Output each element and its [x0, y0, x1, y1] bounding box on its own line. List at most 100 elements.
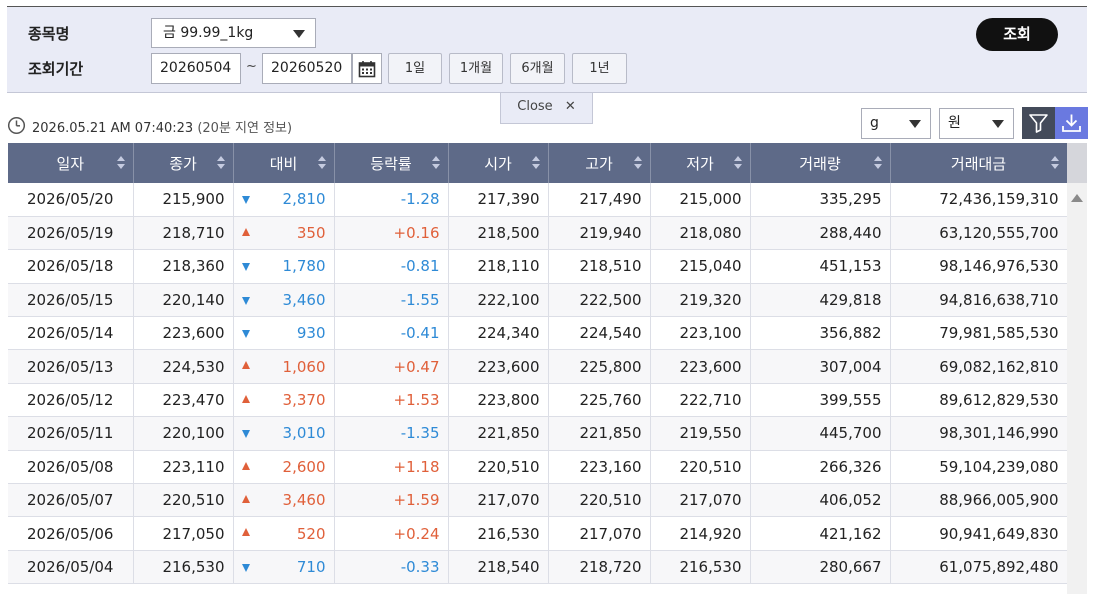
table-row[interactable]: 2026/05/13 224,530 1,060 +0.47 223,600 225,80… — [8, 349, 1068, 384]
filter-button[interactable] — [1022, 107, 1055, 139]
cell-volume: 406,052 — [750, 483, 891, 518]
close-panel-button[interactable]: Close ✕ — [500, 93, 593, 124]
cell-high: 221,850 — [548, 416, 651, 451]
column-header-change[interactable]: 대비 — [233, 143, 335, 183]
cell-open: 217,070 — [448, 483, 549, 518]
cell-amount: 61,075,892,480 — [890, 550, 1068, 585]
cell-change: 3,370 — [233, 383, 335, 418]
column-header-rate[interactable]: 등락률 — [334, 143, 449, 183]
cell-amount: 59,104,239,080 — [890, 450, 1068, 485]
sort-icon — [431, 156, 440, 170]
cell-amount: 89,612,829,530 — [890, 383, 1068, 418]
cell-open: 224,340 — [448, 316, 549, 351]
cell-rate: -1.55 — [334, 283, 449, 318]
down-triangle-icon — [241, 196, 250, 204]
cell-rate: +1.59 — [334, 483, 449, 518]
download-button[interactable] — [1055, 107, 1088, 139]
down-triangle-icon — [241, 430, 250, 439]
sort-icon — [1050, 156, 1059, 170]
cell-open: 218,110 — [448, 249, 549, 284]
cell-close: 223,470 — [133, 383, 234, 418]
table-row[interactable]: 2026/05/11 220,100 3,010 -1.35 221,850 221,85… — [8, 416, 1068, 451]
cell-rate: +0.24 — [334, 516, 449, 551]
delay-note: (20분 지연 정보) — [197, 121, 293, 136]
table-row[interactable]: 2026/05/14 223,600 930 -0.41 224,340 224,540 2… — [8, 316, 1068, 351]
cell-change: 930 — [233, 316, 335, 351]
column-header-close[interactable]: 종가 — [133, 143, 234, 183]
table-row[interactable]: 2026/05/07 220,510 3,460 +1.59 217,070 220,51… — [8, 483, 1068, 518]
cell-volume: 399,555 — [750, 383, 891, 418]
cell-close: 218,360 — [133, 249, 234, 284]
cell-low: 215,000 — [650, 183, 751, 217]
period-6m-button[interactable]: 6개월 — [510, 53, 565, 84]
column-header-high[interactable]: 고가 — [548, 143, 651, 183]
currency-unit-value: 원 — [948, 115, 961, 131]
column-header-volume[interactable]: 거래량 — [750, 143, 891, 183]
cell-change: 3,460 — [233, 483, 335, 518]
period-1y-button[interactable]: 1년 — [572, 53, 627, 84]
cell-change: 710 — [233, 550, 335, 585]
cell-rate: +1.53 — [334, 383, 449, 418]
search-panel: 종목명 조회기간 금 99.99_1kg 20260504 ~ 20260520… — [7, 6, 1087, 93]
period-1m-button[interactable]: 1개월 — [449, 53, 503, 84]
table-scrollbar[interactable] — [1067, 143, 1087, 594]
cell-volume: 429,818 — [750, 283, 891, 318]
sort-icon — [873, 156, 882, 170]
cell-amount: 63,120,555,700 — [890, 216, 1068, 251]
cell-date: 2026/05/12 — [8, 383, 134, 418]
column-header-date[interactable]: 일자 — [8, 143, 134, 183]
up-triangle-icon — [241, 528, 250, 537]
cell-high: 217,070 — [548, 516, 651, 551]
clock-icon — [7, 116, 26, 135]
search-button[interactable]: 조회 — [976, 18, 1058, 51]
cell-rate: -1.28 — [334, 183, 449, 217]
cell-volume: 307,004 — [750, 349, 891, 384]
table-row[interactable]: 2026/05/15 220,140 3,460 -1.55 222,100 222,50… — [8, 283, 1068, 318]
close-label: Close — [517, 99, 553, 114]
weight-unit-value: g — [870, 115, 879, 131]
cell-amount: 90,941,649,830 — [890, 516, 1068, 551]
table-row[interactable]: 2026/05/04 216,530 710 -0.33 218,540 218,720 2… — [8, 550, 1068, 585]
cell-amount: 88,966,005,900 — [890, 483, 1068, 518]
cell-date: 2026/05/18 — [8, 249, 134, 284]
currency-unit-select[interactable]: 원 — [939, 108, 1014, 139]
calendar-icon — [358, 61, 376, 78]
column-header-open[interactable]: 시가 — [448, 143, 549, 183]
cell-low: 223,600 — [650, 349, 751, 384]
cell-close: 220,100 — [133, 416, 234, 451]
cell-date: 2026/05/04 — [8, 550, 134, 585]
cell-volume: 451,153 — [750, 249, 891, 284]
cell-change: 350 — [233, 216, 335, 251]
cell-rate: +1.18 — [334, 450, 449, 485]
cell-date: 2026/05/06 — [8, 516, 134, 551]
date-from-input[interactable]: 20260504 — [151, 53, 241, 84]
period-1d-button[interactable]: 1일 — [388, 53, 442, 84]
cell-low: 215,040 — [650, 249, 751, 284]
cell-close: 223,110 — [133, 450, 234, 485]
up-triangle-icon — [241, 461, 250, 470]
column-header-low[interactable]: 저가 — [650, 143, 751, 183]
cell-low: 218,080 — [650, 216, 751, 251]
cell-volume: 266,326 — [750, 450, 891, 485]
cell-rate: -0.33 — [334, 550, 449, 585]
item-select[interactable]: 금 99.99_1kg — [151, 18, 316, 48]
date-separator: ~ — [246, 59, 257, 74]
sort-icon — [216, 156, 225, 170]
table-row[interactable]: 2026/05/08 223,110 2,600 +1.18 220,510 223,16… — [8, 450, 1068, 485]
calendar-button[interactable] — [352, 53, 382, 84]
scroll-up-arrow-icon[interactable] — [1071, 194, 1083, 202]
table-row[interactable]: 2026/05/19 218,710 350 +0.16 218,500 219,940 2… — [8, 216, 1068, 251]
cell-high: 225,760 — [548, 383, 651, 418]
table-row[interactable]: 2026/05/06 217,050 520 +0.24 216,530 217,070 2… — [8, 516, 1068, 551]
up-triangle-icon — [241, 361, 250, 370]
table-row[interactable]: 2026/05/18 218,360 1,780 -0.81 218,110 218,51… — [8, 249, 1068, 284]
date-to-input[interactable]: 20260520 — [262, 53, 352, 84]
table-row[interactable]: 2026/05/20 215,900 2,810 -1.28 217,390 217,49… — [8, 183, 1068, 217]
column-header-amount[interactable]: 거래대금 — [890, 143, 1068, 183]
cell-high: 223,160 — [548, 450, 651, 485]
table-row[interactable]: 2026/05/12 223,470 3,370 +1.53 223,800 225,76… — [8, 383, 1068, 418]
sort-icon — [733, 156, 742, 170]
cell-change: 2,600 — [233, 450, 335, 485]
weight-unit-select[interactable]: g — [861, 108, 931, 139]
cell-low: 217,070 — [650, 483, 751, 518]
